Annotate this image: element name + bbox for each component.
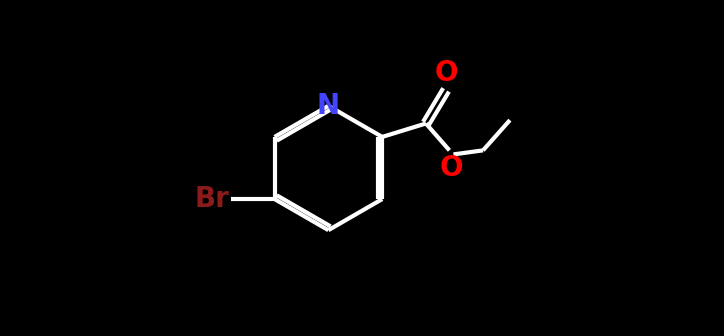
Text: O: O xyxy=(439,154,463,182)
Text: N: N xyxy=(317,92,340,120)
Text: Br: Br xyxy=(194,185,230,213)
Text: O: O xyxy=(434,58,458,86)
